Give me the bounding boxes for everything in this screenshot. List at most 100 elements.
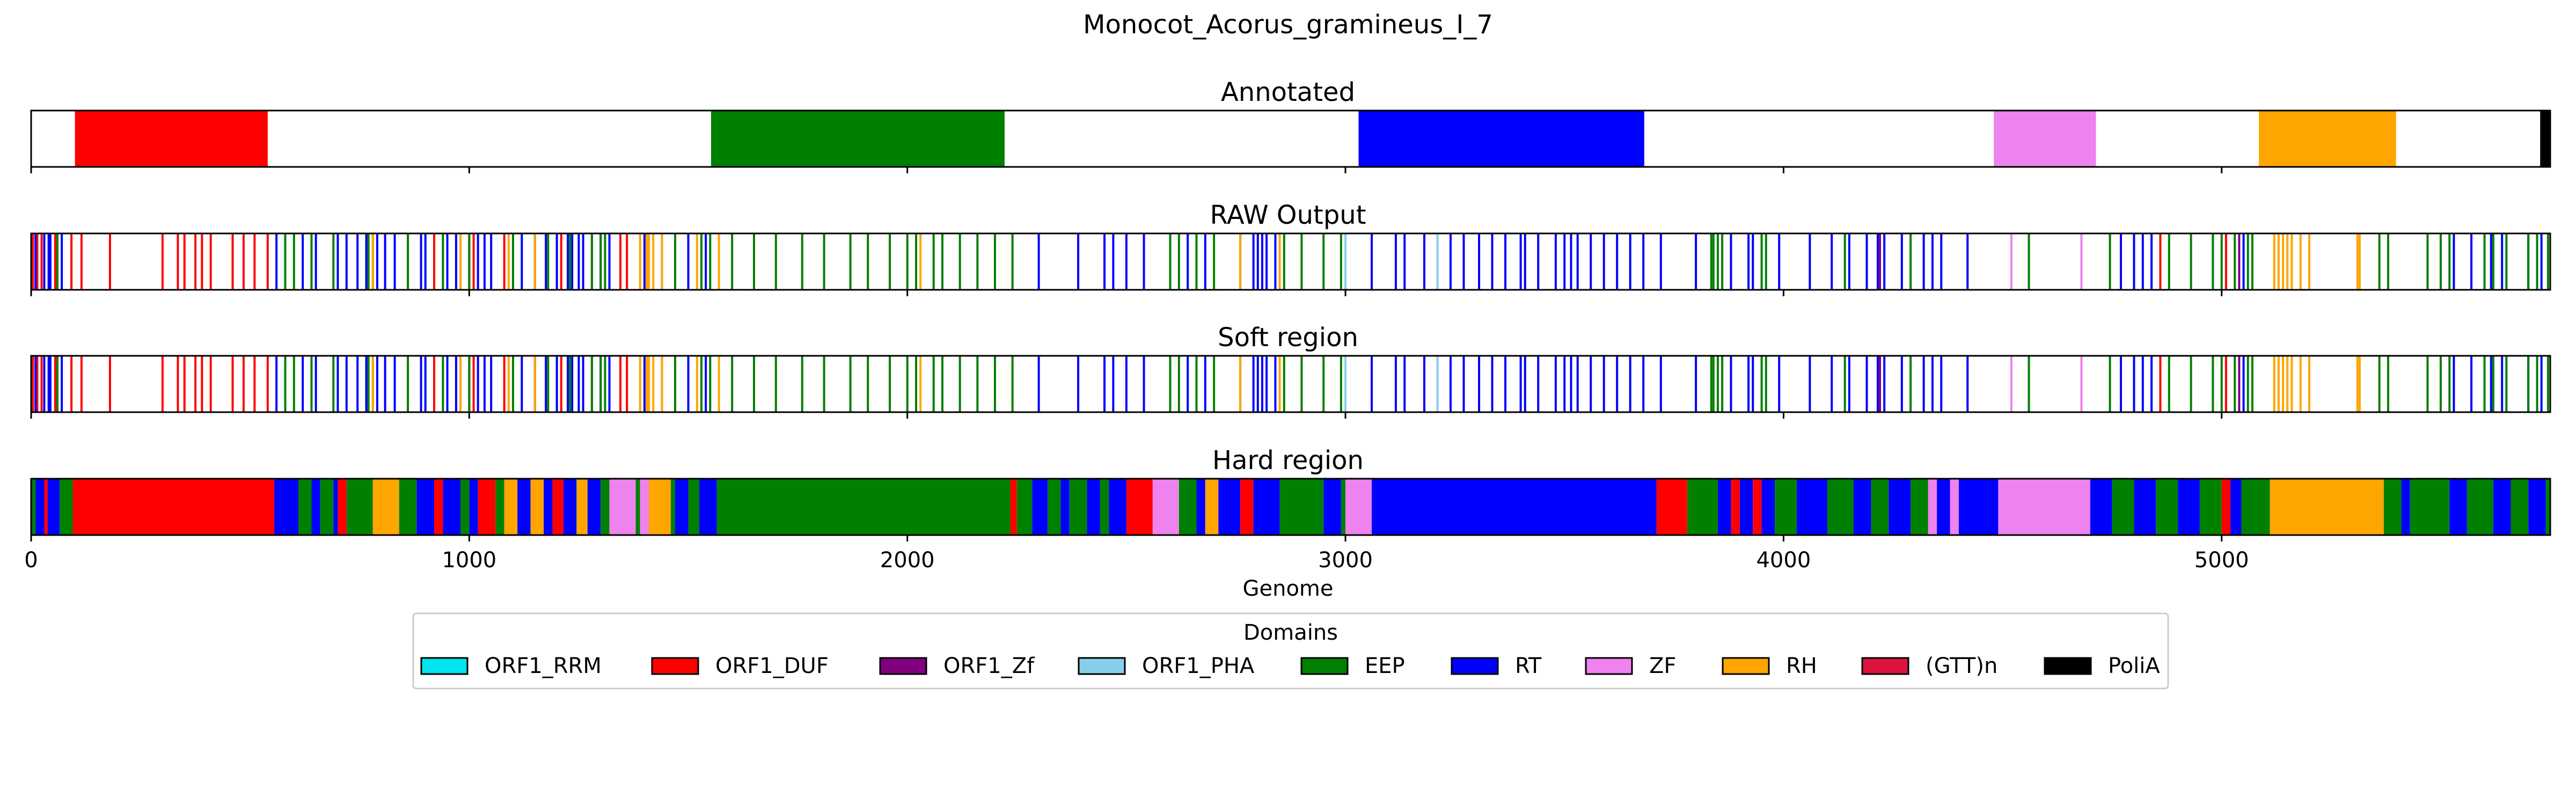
- x-tick-label: 5000: [2194, 548, 2249, 573]
- x-axis: 0 1000 2000 3000 4000 5000: [24, 548, 2249, 573]
- segment-orf1-duf: [1010, 479, 1017, 535]
- segment-rt: [675, 479, 689, 535]
- segment-rh: [576, 479, 588, 535]
- segment-rt: [544, 479, 553, 535]
- legend-label: ZF: [1649, 654, 1676, 678]
- segment-rt: [1253, 479, 1280, 535]
- segment-orf1-duf: [1126, 479, 1153, 535]
- segment-rt: [517, 479, 531, 535]
- segment-orf1-duf: [1731, 479, 1740, 535]
- segment-eep: [1687, 479, 1718, 535]
- segment-rt: [563, 479, 577, 535]
- segment-zf: [640, 479, 649, 535]
- segment-orf1-duf: [1240, 479, 1254, 535]
- segment-eep: [2383, 479, 2402, 535]
- segment-orf1-duf: [75, 111, 268, 167]
- segment-rt: [1087, 479, 1100, 535]
- segment-orf1-duf: [478, 479, 496, 535]
- legend-label: PoliA: [2108, 654, 2160, 678]
- segment-eep: [2156, 479, 2178, 535]
- segment-rt: [48, 479, 60, 535]
- legend-label: ORF1_RRM: [485, 654, 602, 678]
- segment-rt: [1196, 479, 1205, 535]
- segment-rh: [1205, 479, 1219, 535]
- segment-rh: [2259, 111, 2396, 167]
- legend-label: ORF1_Zf: [943, 654, 1035, 678]
- legend-label: RH: [1786, 654, 1817, 678]
- legend-label: EEP: [1365, 654, 1405, 678]
- segment-zf: [1152, 479, 1179, 535]
- segment-rt: [2178, 479, 2200, 535]
- legend-item: EEP: [1300, 654, 1405, 678]
- segment-rt: [1032, 479, 1048, 535]
- segment-orf1-duf: [552, 479, 564, 535]
- segment-rh: [530, 479, 544, 535]
- segment-eep: [670, 479, 676, 535]
- segment-rt: [35, 479, 45, 535]
- legend-swatch: [651, 657, 699, 675]
- legend-label: ORF1_DUF: [715, 654, 829, 678]
- segment-eep: [711, 111, 1005, 167]
- segment-rt: [1958, 479, 1999, 535]
- segment-eep: [399, 479, 417, 535]
- legend-item: ORF1_DUF: [651, 654, 829, 678]
- legend-swatch: [1585, 657, 1633, 675]
- panel-title: Annotated: [1221, 77, 1355, 107]
- segment-rt: [1854, 479, 1871, 535]
- segment-zf: [1950, 479, 1959, 535]
- legend-items: ORF1_RRM ORF1_DUF ORF1_Zf ORF1_PHA EEP RT ZF RH…: [420, 654, 2160, 678]
- segment-orf1-duf: [83, 479, 275, 535]
- segment-orf1-duf: [1753, 479, 1762, 535]
- segment-eep: [2410, 479, 2450, 535]
- segment-rt: [587, 479, 601, 535]
- segment-rt: [1937, 479, 1950, 535]
- legend-item: PoliA: [2044, 654, 2160, 678]
- segment-orf1-duf: [2221, 479, 2231, 535]
- segment-rt: [1218, 479, 1241, 535]
- segment-eep: [320, 479, 334, 535]
- legend-swatch: [2044, 657, 2092, 675]
- legend: Domains ORF1_RRM ORF1_DUF ORF1_Zf ORF1_PHA E…: [412, 612, 2169, 690]
- segment-eep: [1047, 479, 1061, 535]
- segment-orf1-duf: [434, 479, 443, 535]
- segment-eep: [31, 479, 36, 535]
- segment-rt: [333, 479, 338, 535]
- segment-rh: [2270, 479, 2384, 535]
- x-tick-label: 3000: [1318, 548, 1373, 573]
- segment-rt: [2090, 479, 2112, 535]
- legend-label: (GTT)n: [1926, 654, 1997, 678]
- segment-rh: [372, 479, 399, 535]
- segment-orf1-duf: [44, 479, 48, 535]
- x-tick-label: 4000: [1756, 548, 1811, 573]
- segment-eep: [2545, 479, 2550, 535]
- segment-rt: [699, 479, 717, 535]
- segment-zf: [1994, 111, 2096, 167]
- segment-eep: [60, 479, 73, 535]
- legend-swatch: [879, 657, 927, 675]
- segment-rt: [443, 479, 461, 535]
- x-tick-label: 1000: [442, 548, 496, 573]
- x-tick-label: 2000: [880, 548, 935, 573]
- panel-hard-region: Hard region: [30, 445, 2551, 541]
- segment-rt: [1372, 479, 1657, 535]
- segment-rt: [1889, 479, 1911, 535]
- segment-orf1-duf: [72, 479, 84, 535]
- panel-frame: [30, 109, 2551, 168]
- segment-eep: [1871, 479, 1889, 535]
- legend-item: ZF: [1585, 654, 1676, 678]
- segment-eep: [1100, 479, 1109, 535]
- panel-title: Hard region: [1212, 445, 1364, 475]
- legend-item: ORF1_Zf: [879, 654, 1035, 678]
- segment-zf: [1998, 479, 2090, 535]
- segment-rt: [1323, 479, 1341, 535]
- segment-rt: [2493, 479, 2511, 535]
- segment-eep: [635, 479, 640, 535]
- segment-rt: [1739, 479, 1753, 535]
- panel-frame: [30, 478, 2551, 536]
- legend-title: Domains: [1243, 620, 1338, 645]
- legend-swatch: [420, 657, 469, 675]
- legend-item: ORF1_RRM: [420, 654, 602, 678]
- chart-title: Monocot_Acorus_gramineus_I_7: [1083, 10, 1493, 40]
- panel-raw-output: RAW Output: [30, 200, 2551, 296]
- legend-swatch: [1722, 657, 1770, 675]
